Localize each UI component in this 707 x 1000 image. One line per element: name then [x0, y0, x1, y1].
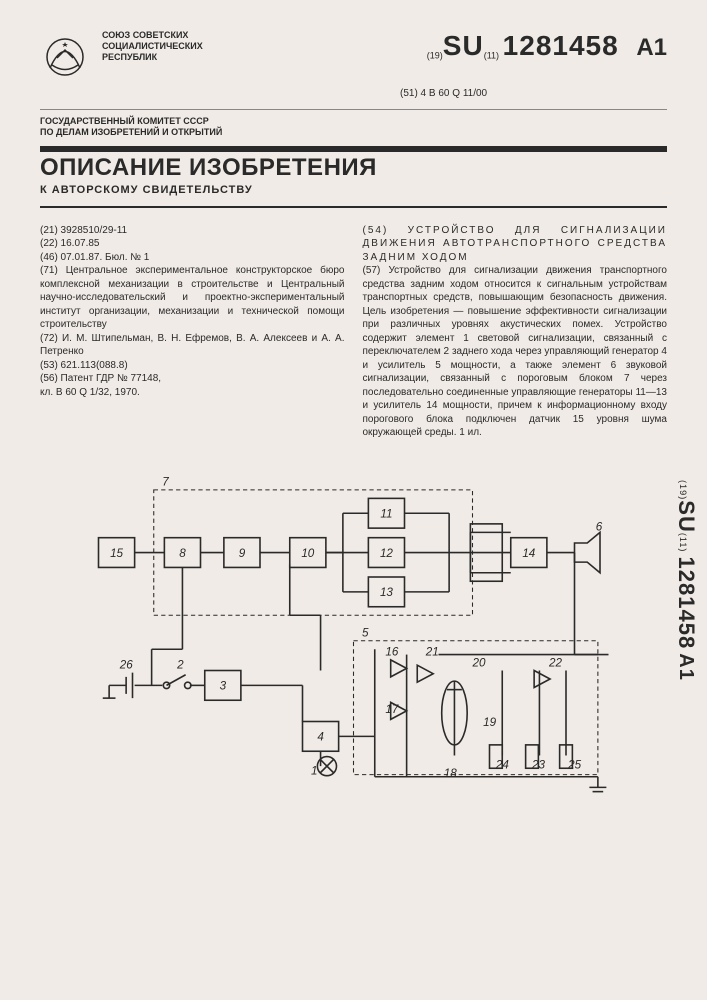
svg-text:23: 23 — [531, 758, 545, 771]
field-71: (71) Центральное экспериментальное конст… — [40, 264, 345, 332]
union-label: СОЮЗ СОВЕТСКИХ СОЦИАЛИСТИЧЕСКИХ РЕСПУБЛИ… — [102, 30, 395, 62]
side-doc-number: (19)SU(11) 1281458 A1 — [673, 480, 699, 681]
svg-text:7: 7 — [162, 475, 169, 488]
ipc-prefix: (51) 4 — [400, 88, 426, 99]
page-root: СОЮЗ СОВЕТСКИХ СОЦИАЛИСТИЧЕСКИХ РЕСПУБЛИ… — [0, 0, 707, 1000]
svg-text:18: 18 — [444, 766, 457, 779]
svg-text:14: 14 — [522, 546, 535, 559]
field-56: (56) Патент ГДР № 77148, кл. B 60 Q 1/32… — [40, 372, 345, 399]
side-kind: A1 — [675, 653, 697, 681]
field-72: (72) И. М. Штипельман, В. Н. Ефремов, В.… — [40, 332, 345, 359]
svg-text:13: 13 — [380, 586, 393, 599]
side-prefix-11: (11) — [678, 533, 688, 553]
svg-text:22: 22 — [548, 656, 562, 669]
ussr-emblem-icon — [40, 30, 90, 80]
field-22: (22) 16.07.85 — [40, 237, 345, 251]
side-prefix-19: (19) — [678, 480, 688, 500]
svg-text:17: 17 — [385, 703, 398, 716]
svg-text:6: 6 — [596, 520, 603, 533]
svg-text:1: 1 — [311, 764, 318, 777]
prefix-11: (11) — [484, 51, 499, 61]
schematic-diagram: 7515891011121314341261617181920212223242… — [40, 458, 667, 798]
svg-text:3: 3 — [220, 679, 227, 692]
field-46: (46) 07.01.87. Бюл. № 1 — [40, 251, 345, 265]
subtitle: К АВТОРСКОМУ СВИДЕТЕЛЬСТВУ — [40, 184, 667, 196]
svg-text:25: 25 — [567, 758, 581, 771]
svg-text:20: 20 — [472, 656, 486, 669]
svg-text:9: 9 — [239, 546, 246, 559]
svg-text:15: 15 — [110, 546, 123, 559]
side-number: 1281458 — [674, 557, 699, 650]
field-53: (53) 621.113(088.8) — [40, 359, 345, 373]
title-block: ОПИСАНИЕ ИЗОБРЕТЕНИЯ К АВТОРСКОМУ СВИДЕТ… — [40, 154, 667, 196]
svg-text:24: 24 — [495, 758, 509, 771]
ipc-code: B 60 Q 11/00 — [429, 88, 487, 99]
patent-number: 1281458 — [503, 30, 619, 61]
left-column: (21) 3928510/29-11 (22) 16.07.85 (46) 07… — [40, 224, 345, 440]
svg-text:5: 5 — [362, 626, 369, 639]
svg-text:19: 19 — [483, 715, 496, 728]
svg-text:16: 16 — [385, 645, 398, 658]
main-title: ОПИСАНИЕ ИЗОБРЕТЕНИЯ — [40, 154, 667, 182]
doc-number: (19)SU(11) 1281458 A1 — [407, 30, 667, 62]
svg-text:26: 26 — [119, 658, 133, 671]
side-country: SU — [674, 500, 699, 533]
svg-text:12: 12 — [380, 546, 393, 559]
divider-thick — [40, 146, 667, 152]
ipc-classification: (51) 4 B 60 Q 11/00 — [400, 88, 667, 99]
header: СОЮЗ СОВЕТСКИХ СОЦИАЛИСТИЧЕСКИХ РЕСПУБЛИ… — [40, 30, 667, 80]
committee-label: ГОСУДАРСТВЕННЫЙ КОМИТЕТ СССР ПО ДЕЛАМ ИЗ… — [40, 109, 667, 138]
country-code: SU — [443, 30, 484, 61]
svg-text:10: 10 — [301, 546, 314, 559]
field-57: (57) Устройство для сигнализации движени… — [363, 264, 668, 440]
field-54: (54) УСТРОЙСТВО ДЛЯ СИГНАЛИЗАЦИИ ДВИЖЕНИ… — [363, 224, 668, 265]
prefix-19: (19) — [427, 51, 443, 61]
svg-text:4: 4 — [317, 730, 324, 743]
svg-text:8: 8 — [179, 546, 186, 559]
body-columns: (21) 3928510/29-11 (22) 16.07.85 (46) 07… — [40, 224, 667, 440]
svg-text:11: 11 — [380, 507, 392, 520]
svg-text:2: 2 — [176, 658, 184, 671]
kind-code: A1 — [636, 34, 667, 61]
field-21: (21) 3928510/29-11 — [40, 224, 345, 238]
svg-text:21: 21 — [425, 645, 439, 658]
divider-thick-2 — [40, 206, 667, 208]
right-column: (54) УСТРОЙСТВО ДЛЯ СИГНАЛИЗАЦИИ ДВИЖЕНИ… — [363, 224, 668, 440]
